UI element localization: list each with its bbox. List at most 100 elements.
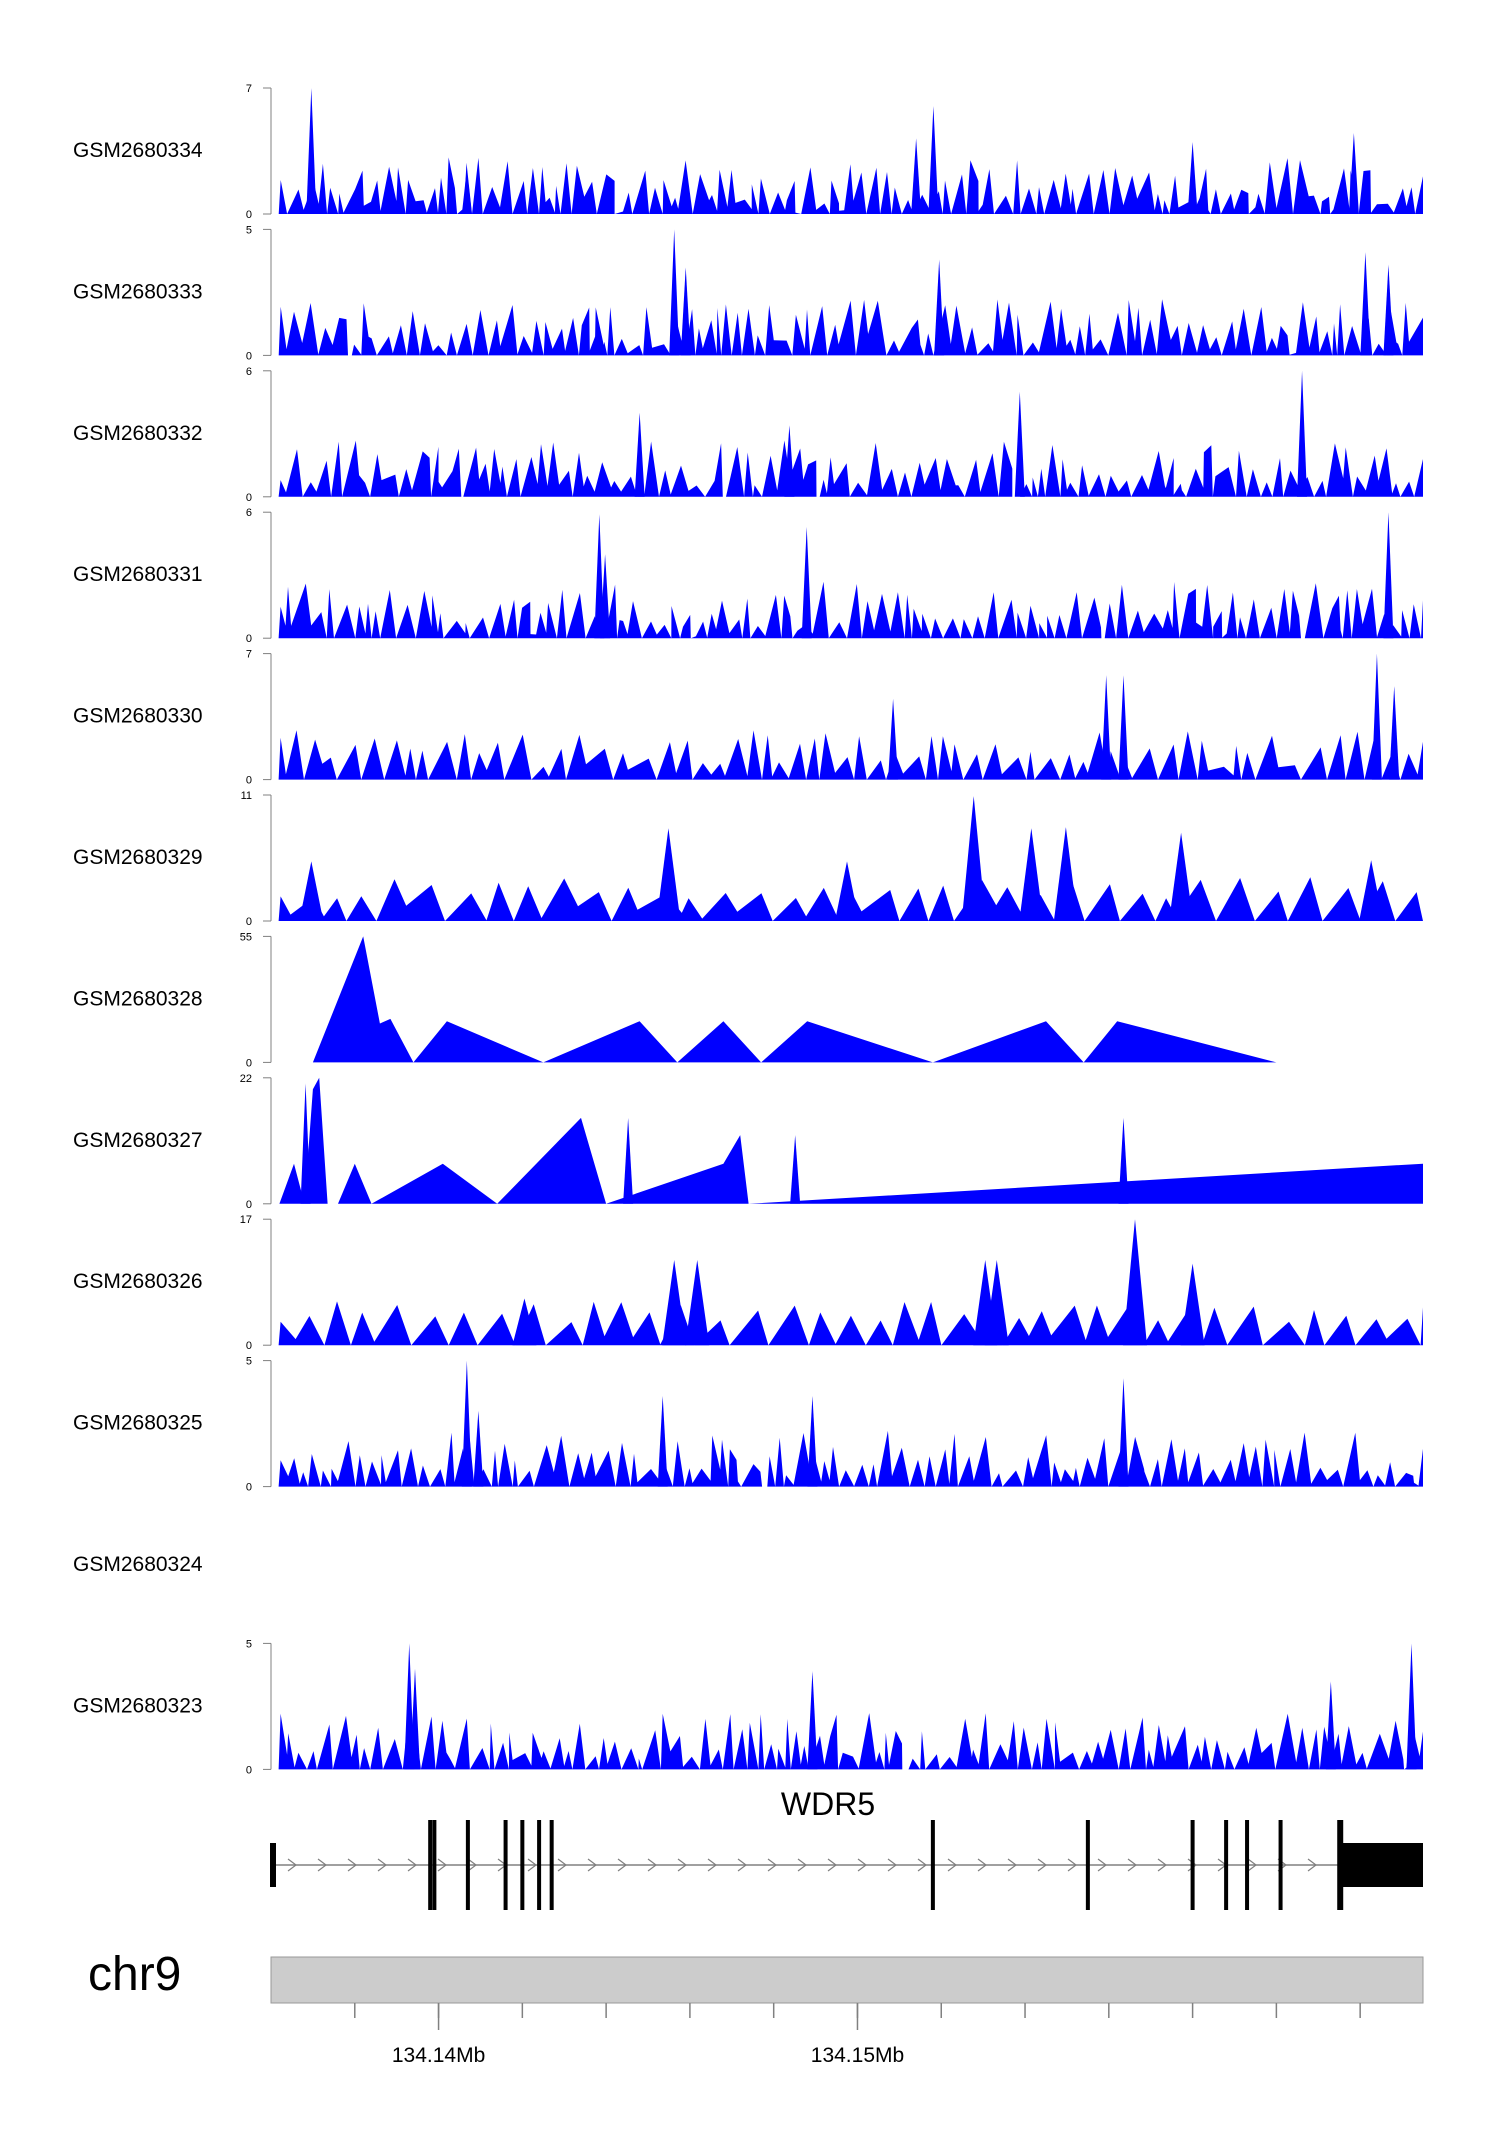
track-GSM2680323: GSM2680323 5 0 [73,1638,1424,1776]
y-tick-label-min: 0 [246,492,252,504]
strand-arrow [1067,1858,1077,1872]
strand-arrow [437,1858,447,1872]
exon [520,1820,525,1910]
genome-axis-track: chr9 134.14Mb 134.15Mb [88,1948,1424,2067]
coverage-peak [928,106,939,214]
strand-arrow [407,1858,417,1872]
track-GSM2680331: GSM2680331 6 0 [73,507,1424,645]
gene-model-track: WDR5 [270,1786,1423,1910]
exon [1224,1820,1229,1910]
strand-arrow [1157,1858,1167,1872]
strand-arrow [347,1858,357,1872]
coverage-area [278,299,1423,356]
y-tick-label-min: 0 [246,633,252,645]
track-GSM2680328: GSM2680328 55 0 [73,931,1277,1069]
coverage-peak [1297,370,1308,497]
strand-arrow [557,1858,567,1872]
strand-arrow [467,1858,477,1872]
coverage-area [278,1301,1424,1346]
strand-arrow [377,1858,387,1872]
y-tick-label-max: 6 [246,507,252,519]
y-tick-label-min: 0 [246,350,252,362]
strand-arrow [287,1858,297,1872]
strand-arrow [947,1858,957,1872]
coverage-area [278,730,1424,780]
strand-arrow [1127,1858,1137,1872]
y-tick-label-max: 22 [240,1073,252,1085]
strand-arrow [737,1858,747,1872]
coverage-area [278,1713,1424,1770]
coverage-peak [1169,832,1194,921]
strand-arrow [767,1858,777,1872]
coverage-area [278,877,1424,921]
strand-arrow [857,1858,867,1872]
y-tick-label-min: 0 [246,1764,252,1776]
axis-tick-label: 134.15Mb [811,2044,904,2067]
coverage-peak [594,514,605,639]
coverage-peak [680,267,691,356]
strand-arrow [977,1858,987,1872]
strand-arrow [917,1858,927,1872]
track-GSM2680330: GSM2680330 7 0 [73,649,1424,787]
y-tick-label-max: 17 [240,1214,252,1226]
coverage-peak [801,526,812,639]
strand-arrow [1037,1858,1047,1872]
track-GSM2680334: GSM2680334 7 0 [73,83,1424,221]
y-tick-label-min: 0 [246,1199,252,1211]
y-tick-label-min: 0 [246,1482,252,1494]
exon [428,1820,433,1910]
strand-arrow [1307,1858,1317,1872]
coverage-peak [911,138,922,214]
chromosome-bar [270,1956,1424,2004]
coverage-peak [657,1395,668,1487]
data-tracks: GSM268033470GSM268033350GSM268033260GSM2… [73,83,1424,1776]
exon [503,1820,508,1910]
exon [1278,1820,1283,1910]
strand-arrow [587,1858,597,1872]
y-tick-label-min: 0 [246,1057,252,1069]
coverage-peak [473,1411,484,1487]
coverage-area [278,440,1424,497]
axis-tick-label: 134.14Mb [392,2044,485,2067]
track-label: GSM2680328 [73,987,203,1010]
strand-arrow [1097,1858,1107,1872]
coverage-peak [1187,142,1198,214]
track-GSM2680326: GSM2680326 17 0 [73,1214,1424,1352]
strand-arrow [317,1858,327,1872]
exon [930,1820,935,1910]
coverage-peak [634,412,645,497]
track-GSM2680333: GSM2680333 5 0 [73,224,1423,362]
track-label: GSM2680324 [73,1553,203,1576]
coverage-peak [306,88,317,214]
track-label: GSM2680330 [73,705,203,728]
track-label: GSM2680333 [73,280,203,303]
y-tick-label-max: 5 [246,1356,252,1368]
track-label: GSM2680323 [73,1694,203,1717]
track-GSM2680325: GSM2680325 5 0 [73,1356,1424,1494]
exon [1190,1820,1195,1910]
coverage-spike [623,1117,634,1204]
exon [1085,1820,1090,1910]
track-label: GSM2680329 [73,846,203,869]
exon [537,1820,542,1910]
strand-arrow [677,1858,687,1872]
y-tick-label-max: 5 [246,224,252,236]
coverage-peak [685,1259,710,1346]
strand-arrow [617,1858,627,1872]
track-label: GSM2680327 [73,1129,203,1152]
y-tick-label-min: 0 [246,209,252,221]
strand-arrow [887,1858,897,1872]
coverage-peak [807,1671,818,1770]
coverage-peak [600,554,611,639]
strand-arrow [707,1858,717,1872]
coverage-peak [1383,512,1394,639]
exon [270,1843,276,1887]
y-tick-label-min: 0 [246,1340,252,1352]
exon [1245,1820,1250,1910]
exon [465,1820,470,1910]
y-tick-label-max: 7 [246,649,252,661]
strand-arrow [527,1858,537,1872]
exon [549,1820,554,1910]
track-GSM2680332: GSM2680332 6 0 [73,366,1424,504]
